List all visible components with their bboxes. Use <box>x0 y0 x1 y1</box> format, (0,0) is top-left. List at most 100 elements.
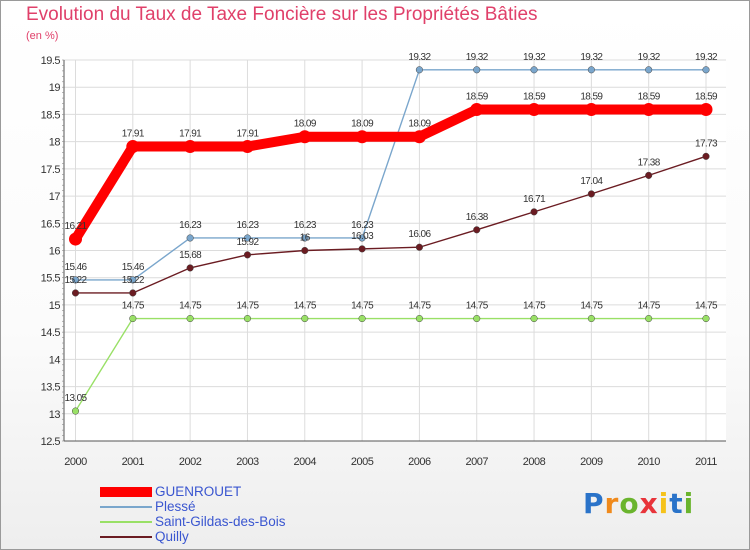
y-tick-label: 17.5 <box>41 164 61 176</box>
data-label: 14.75 <box>466 301 489 312</box>
y-tick-label: 16.5 <box>41 218 61 230</box>
data-point <box>71 407 80 415</box>
legend-swatch <box>100 487 152 497</box>
data-point <box>645 171 653 179</box>
legend-swatch <box>100 536 152 538</box>
logo-letter: P <box>583 487 605 520</box>
data-point <box>699 103 713 117</box>
data-point <box>301 314 309 323</box>
data-point <box>587 190 595 198</box>
data-label: 13.05 <box>64 393 87 404</box>
data-point <box>587 314 595 323</box>
data-label: 18.59 <box>580 92 603 103</box>
y-tick-label: 13 <box>49 409 61 421</box>
data-point <box>530 66 538 74</box>
data-point <box>530 314 538 323</box>
data-label: 18.09 <box>408 119 431 130</box>
data-point <box>530 208 538 216</box>
data-point <box>645 66 653 74</box>
data-label: 17.04 <box>580 176 603 187</box>
data-label: 19.32 <box>580 52 603 63</box>
data-label: 14.75 <box>236 301 259 312</box>
data-point <box>71 289 80 297</box>
y-tick-label: 18 <box>49 137 61 149</box>
data-label: 16 <box>300 233 311 244</box>
data-label: 18.59 <box>695 92 718 103</box>
data-label: 15.22 <box>122 275 145 286</box>
data-point <box>358 314 366 323</box>
data-label: 14.75 <box>523 301 546 312</box>
y-tick-label: 14.5 <box>41 327 61 339</box>
data-point <box>642 103 656 117</box>
series-line-0 <box>70 104 711 245</box>
data-label: 14.75 <box>351 301 374 312</box>
data-label: 14.75 <box>580 301 603 312</box>
y-tick-label: 18.5 <box>41 109 61 121</box>
x-tick-label: 2005 <box>351 456 374 468</box>
series-line-2 <box>74 317 707 412</box>
x-tick-label: 2010 <box>637 456 660 468</box>
legend-label: GUENROUET <box>155 484 242 499</box>
y-tick-label: 16 <box>49 246 61 258</box>
data-point <box>473 226 481 234</box>
legend-label: Plessé <box>155 499 196 514</box>
data-label: 14.75 <box>122 301 145 312</box>
data-point <box>243 234 252 242</box>
series-line-3 <box>74 155 707 294</box>
x-tick-label: 2007 <box>465 456 488 468</box>
x-tick-label: 2000 <box>64 456 87 468</box>
data-point <box>587 66 595 74</box>
data-label: 16.23 <box>351 220 374 231</box>
data-label: 19.32 <box>523 52 546 63</box>
chart-subtitle: (en %) <box>26 30 59 42</box>
x-tick-label: 2004 <box>294 456 317 468</box>
y-tick-label: 13.5 <box>41 382 61 394</box>
data-label: 16.23 <box>236 220 259 231</box>
data-label: 17.91 <box>122 129 145 140</box>
data-point <box>358 234 366 242</box>
y-tick-label: 17 <box>49 191 61 203</box>
x-tick-label: 2002 <box>179 456 202 468</box>
data-label: 18.59 <box>523 92 546 103</box>
data-point <box>301 246 309 255</box>
y-tick-label: 14 <box>49 354 61 366</box>
data-label: 17.38 <box>638 157 661 168</box>
data-label: 18.09 <box>351 119 374 130</box>
data-label: 18.59 <box>638 92 661 103</box>
data-label: 16.23 <box>294 220 317 231</box>
x-tick-label: 2011 <box>695 456 717 468</box>
x-tick-label: 2001 <box>122 456 145 468</box>
legend-swatch <box>100 506 152 508</box>
legend-label: Saint-Gildas-des-Bois <box>155 514 286 529</box>
data-label: 18.59 <box>466 92 489 103</box>
data-point <box>298 130 312 144</box>
data-label: 14.75 <box>179 301 202 312</box>
data-label: 16.23 <box>179 220 202 231</box>
data-point <box>415 66 423 74</box>
data-point <box>702 66 710 74</box>
data-point <box>702 314 710 323</box>
data-label: 15.68 <box>179 250 202 261</box>
data-point <box>183 140 197 154</box>
y-tick-label: 12.5 <box>41 436 61 448</box>
y-tick-label: 19 <box>49 82 61 94</box>
data-point <box>301 234 309 242</box>
legend-label: Quilly <box>155 529 189 544</box>
x-tick-label: 2008 <box>523 456 546 468</box>
data-point <box>584 103 598 117</box>
data-label: 14.75 <box>294 301 317 312</box>
data-point <box>186 264 194 272</box>
data-point <box>186 314 194 323</box>
data-point <box>243 314 252 323</box>
data-point <box>473 66 481 74</box>
logo-letter: t <box>669 487 684 520</box>
data-label: 16.06 <box>408 229 431 240</box>
data-point <box>243 251 252 259</box>
data-label: 14.75 <box>695 301 718 312</box>
data-point <box>470 103 484 117</box>
chart-title: Evolution du Taux de Taxe Foncière sur l… <box>26 4 538 25</box>
y-tick-label: 19.5 <box>41 55 61 67</box>
x-tick-label: 2006 <box>408 456 431 468</box>
data-label: 19.32 <box>695 52 718 63</box>
